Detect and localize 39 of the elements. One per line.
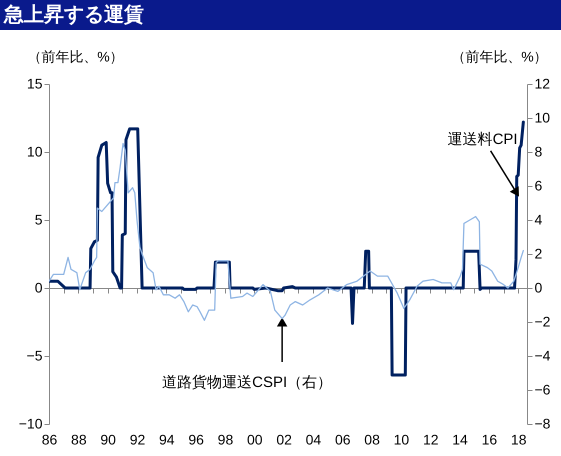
- y2-tick-label: 6: [534, 178, 542, 194]
- y2-tick-label: −2: [534, 314, 551, 330]
- x-tick-label: 16: [482, 432, 498, 448]
- y-axis-title: （前年比、%）: [27, 48, 124, 64]
- y2-axis-title: （前年比、%）: [451, 48, 548, 64]
- y2-tick-label: 4: [534, 212, 542, 228]
- x-tick-label: 86: [42, 432, 58, 448]
- y-tick-label: −10: [18, 416, 43, 432]
- x-tick-label: 12: [422, 432, 439, 448]
- y2-tick-label: −6: [534, 382, 551, 398]
- y2-tick-label: 10: [534, 110, 550, 126]
- x-tick-label: 88: [71, 432, 87, 448]
- x-tick-label: 18: [510, 432, 527, 448]
- x-tick-label: 04: [306, 432, 322, 448]
- y-tick-label: −5: [26, 348, 43, 364]
- x-tick-label: 92: [130, 432, 146, 448]
- y2-tick-label: 2: [534, 246, 542, 262]
- y-tick-label: 10: [26, 144, 43, 160]
- y-tick-label: 0: [34, 280, 43, 296]
- x-tick-label: 00: [246, 432, 263, 448]
- x-tick-label: 10: [394, 432, 410, 448]
- y2-tick-label: −4: [534, 348, 551, 364]
- y2-tick-label: 0: [534, 280, 542, 296]
- x-tick-label: 94: [159, 432, 175, 448]
- x-tick-label: 14: [452, 432, 468, 448]
- annotation: 道路貨物運送CSPI（右）: [162, 374, 332, 391]
- y-tick-label: 5: [34, 212, 43, 228]
- x-tick-label: 02: [276, 432, 292, 448]
- y2-tick-label: 12: [534, 76, 550, 92]
- y-tick-label: 15: [26, 76, 43, 92]
- annotation: 運送料CPI: [448, 130, 518, 148]
- y2-tick-label: −8: [534, 416, 551, 432]
- x-tick-label: 98: [218, 432, 234, 448]
- y2-tick-label: 8: [534, 144, 542, 160]
- chart-title: 急上昇する運賃: [0, 0, 561, 30]
- x-tick-label: 90: [100, 432, 116, 448]
- x-tick-label: 08: [364, 432, 380, 448]
- x-tick-label: 96: [188, 432, 204, 448]
- x-tick-label: 06: [334, 432, 351, 448]
